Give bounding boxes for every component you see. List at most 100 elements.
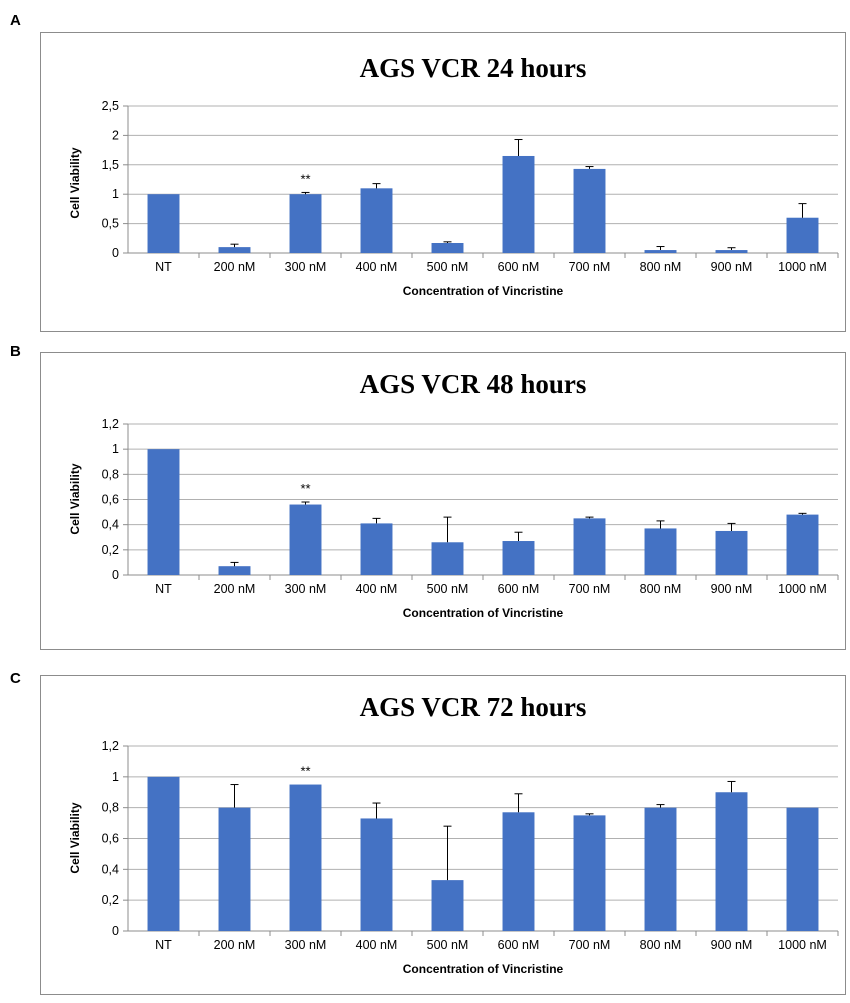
x-tick-label: NT	[155, 260, 172, 274]
bar	[573, 168, 606, 253]
bar	[218, 247, 251, 253]
bar	[360, 818, 393, 931]
chart-title: AGS VCR 24 hours	[360, 53, 587, 83]
bar	[218, 566, 251, 575]
bar	[715, 250, 748, 253]
x-tick-label: 1000 nM	[778, 582, 827, 596]
chart-svg-c: AGS VCR 72 hours 0 0,2 0,4 0,6 0,8 1 1,2 NT 200 n…	[68, 692, 839, 976]
x-axis-title: Concentration of Vincristine	[403, 284, 564, 298]
bar	[786, 514, 819, 575]
x-tick-label: 600 nM	[498, 260, 540, 274]
bar	[786, 807, 819, 931]
bar	[360, 188, 393, 253]
y-tick-label: 0,6	[102, 832, 119, 846]
x-tick-label: 300 nM	[285, 938, 327, 952]
x-axis-title: Concentration of Vincristine	[403, 606, 564, 620]
x-tick-label: 1000 nM	[778, 260, 827, 274]
x-tick-label: 600 nM	[498, 582, 540, 596]
significance-annotation: **	[300, 764, 310, 779]
bar	[360, 523, 393, 575]
chart-panel-c: AGS VCR 72 hours 0 0,2 0,4 0,6 0,8 1 1,2 NT 200 n…	[40, 675, 846, 995]
x-tick-label: 1000 nM	[778, 938, 827, 952]
bar	[502, 541, 535, 575]
chart-title: AGS VCR 48 hours	[360, 369, 587, 399]
y-axis-title: Cell Viability	[68, 463, 82, 534]
x-tick-label: 200 nM	[214, 260, 256, 274]
x-tick-label: 700 nM	[569, 582, 611, 596]
y-tick-label: 2,5	[102, 99, 119, 113]
bar	[431, 542, 464, 575]
y-tick-label: 1,5	[102, 158, 119, 172]
x-tick-label: NT	[155, 938, 172, 952]
y-tick-label: 0,4	[102, 518, 119, 532]
y-tick-label: 0	[112, 246, 119, 260]
x-tick-label: 200 nM	[214, 938, 256, 952]
panel-label-c: C	[10, 670, 21, 687]
y-tick-label: 1,2	[102, 417, 119, 431]
x-tick-label: 300 nM	[285, 260, 327, 274]
y-tick-label: 0,6	[102, 493, 119, 507]
y-tick-label: 1	[112, 442, 119, 456]
bar	[573, 815, 606, 931]
chart-svg-b: AGS VCR 48 hours 0 0,2 0,4 0,6 0,8 1 1,2 NT 200 n…	[68, 369, 839, 620]
x-axis-title: Concentration of Vincristine	[403, 962, 564, 976]
y-tick-label: 1	[112, 770, 119, 784]
bar	[715, 530, 748, 575]
bar	[644, 807, 677, 931]
bar	[644, 528, 677, 575]
bar	[573, 518, 606, 575]
x-tick-label: 500 nM	[427, 260, 469, 274]
significance-annotation: **	[300, 171, 310, 186]
x-tick-label: 400 nM	[356, 260, 398, 274]
bar	[147, 449, 180, 575]
y-tick-label: 0	[112, 924, 119, 938]
x-tick-label: 500 nM	[427, 938, 469, 952]
y-tick-label: 0,5	[102, 217, 119, 231]
significance-annotation: **	[300, 481, 310, 496]
chart-panel-a: AGS VCR 24 hours 0 0,5 1 1,5 2 2,5 NT 200 nM 300 …	[40, 32, 846, 332]
x-tick-label: 800 nM	[640, 260, 682, 274]
bar	[431, 243, 464, 253]
x-tick-label: 800 nM	[640, 582, 682, 596]
x-tick-label: 700 nM	[569, 260, 611, 274]
x-tick-label: 400 nM	[356, 582, 398, 596]
y-axis-title: Cell Viability	[68, 147, 82, 218]
bar	[786, 217, 819, 253]
y-tick-label: 0,8	[102, 467, 119, 481]
x-tick-label: NT	[155, 582, 172, 596]
bar	[289, 784, 322, 931]
panel-label-b: B	[10, 343, 21, 360]
y-tick-label: 2	[112, 128, 119, 142]
x-tick-label: 900 nM	[711, 938, 753, 952]
bar	[289, 194, 322, 253]
x-tick-label: 900 nM	[711, 582, 753, 596]
bar	[218, 807, 251, 931]
bar	[715, 792, 748, 931]
chart-panel-b: AGS VCR 48 hours 0 0,2 0,4 0,6 0,8 1 1,2 NT 200 n…	[40, 352, 846, 650]
y-tick-label: 1,2	[102, 739, 119, 753]
chart-title: AGS VCR 72 hours	[360, 692, 587, 722]
x-tick-label: 500 nM	[427, 582, 469, 596]
x-tick-label: 700 nM	[569, 938, 611, 952]
x-tick-label: 900 nM	[711, 260, 753, 274]
y-tick-label: 0	[112, 568, 119, 582]
x-tick-label: 300 nM	[285, 582, 327, 596]
bar	[147, 194, 180, 253]
panel-label-a: A	[10, 12, 21, 29]
x-tick-label: 200 nM	[214, 582, 256, 596]
bar	[502, 812, 535, 931]
y-tick-label: 0,2	[102, 543, 119, 557]
x-tick-label: 400 nM	[356, 938, 398, 952]
x-tick-label: 600 nM	[498, 938, 540, 952]
chart-svg-a: AGS VCR 24 hours 0 0,5 1 1,5 2 2,5 NT 200 nM 300 …	[68, 53, 839, 298]
y-tick-label: 0,4	[102, 862, 119, 876]
y-tick-label: 0,2	[102, 893, 119, 907]
bar	[289, 504, 322, 575]
y-tick-label: 1	[112, 187, 119, 201]
bar	[147, 776, 180, 931]
bar	[502, 155, 535, 253]
y-tick-label: 0,8	[102, 801, 119, 815]
x-tick-label: 800 nM	[640, 938, 682, 952]
bar	[644, 250, 677, 253]
y-axis-title: Cell Viability	[68, 802, 82, 873]
